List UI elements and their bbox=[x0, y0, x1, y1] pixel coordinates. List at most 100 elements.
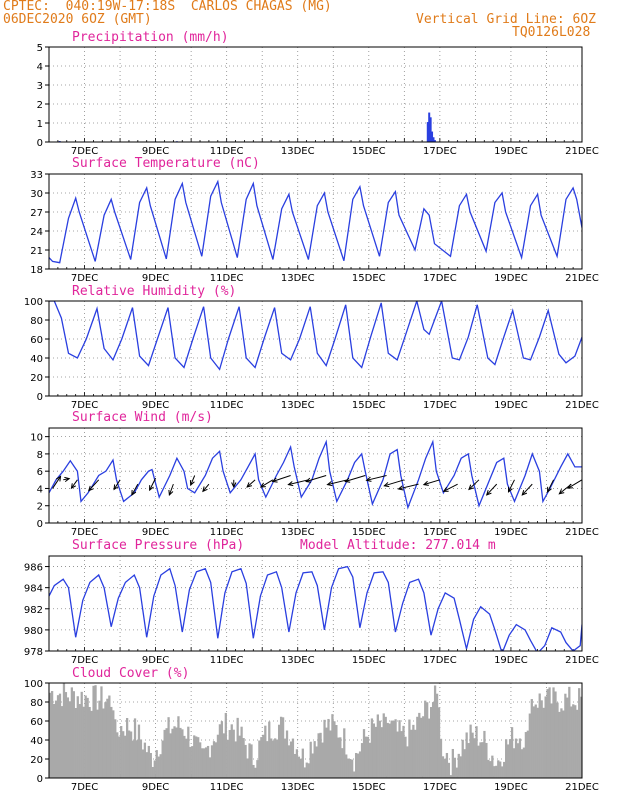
wind-arrow-head bbox=[131, 489, 137, 496]
cloud-bar bbox=[493, 766, 496, 778]
cloud-bar bbox=[189, 746, 192, 778]
x-tick-label: 11DEC bbox=[210, 527, 244, 538]
cloud-bar bbox=[538, 693, 541, 778]
cloud-bar bbox=[277, 724, 281, 778]
cloud-bar bbox=[147, 745, 150, 778]
x-tick-label: 15DEC bbox=[352, 146, 386, 157]
cloud-bar bbox=[246, 758, 249, 778]
cloud-bar bbox=[497, 760, 500, 778]
cloud-bar bbox=[125, 718, 129, 778]
cloud-bar bbox=[576, 709, 579, 778]
cloud-bar bbox=[475, 726, 478, 778]
cloud-bar bbox=[303, 767, 306, 778]
cloud-bar bbox=[556, 702, 559, 778]
cloud-bar bbox=[481, 742, 484, 778]
wind-arrow bbox=[486, 483, 498, 496]
cloud-bar bbox=[264, 725, 267, 778]
wind-arrow-head bbox=[485, 490, 492, 496]
cloud-bar bbox=[376, 714, 379, 778]
cloud-bar bbox=[506, 744, 510, 778]
wind-arrow-head bbox=[442, 487, 449, 492]
y-tick-label: 100 bbox=[24, 679, 43, 690]
cloud-bar bbox=[224, 712, 227, 778]
cloud-bar bbox=[309, 741, 312, 778]
cloud-bar bbox=[287, 745, 291, 778]
cloud-bar bbox=[426, 702, 429, 778]
cloud-bar bbox=[354, 752, 358, 778]
cloud-bar bbox=[173, 726, 176, 778]
x-tick-label: 7DEC bbox=[71, 400, 98, 411]
cloud-bar bbox=[420, 717, 423, 778]
cloud-bar bbox=[258, 740, 261, 778]
wind-arrow bbox=[168, 483, 174, 496]
wind-arrow bbox=[190, 475, 196, 486]
y-tick-label: 4 bbox=[37, 484, 43, 495]
y-tick-label: 982 bbox=[24, 605, 43, 616]
cloud-bar bbox=[96, 709, 99, 778]
cloud-bar bbox=[404, 736, 407, 778]
cloud-bar bbox=[437, 707, 441, 778]
wind-arrow-head bbox=[344, 477, 351, 483]
panel-title: Surface Wind (m/s) bbox=[72, 410, 213, 425]
cloud-bar bbox=[242, 738, 245, 778]
cloud-bar bbox=[262, 734, 265, 778]
x-tick-label: 17DEC bbox=[423, 273, 457, 284]
header-station-line: CPTEC: 040:19W-17:18S CARLOS CHAGAS (MG) bbox=[3, 0, 332, 14]
cloud-bar bbox=[429, 707, 433, 778]
cloud-bar bbox=[208, 757, 212, 778]
cloud-bar bbox=[206, 745, 210, 778]
x-tick-label: 15DEC bbox=[352, 400, 386, 411]
wind-arrow-head bbox=[567, 483, 574, 489]
cloud-bar bbox=[216, 734, 220, 778]
wind-arrow bbox=[272, 475, 291, 482]
cloud-bar bbox=[76, 696, 79, 778]
y-tick-label: 27 bbox=[30, 208, 43, 219]
wind-arrow-head bbox=[55, 475, 62, 482]
wind-arrow-head bbox=[365, 476, 372, 482]
y-tick-label: 1 bbox=[37, 119, 43, 130]
x-tick-label: 17DEC bbox=[423, 146, 457, 157]
y-tick-label: 0 bbox=[37, 519, 43, 530]
cloud-bar bbox=[351, 759, 354, 778]
wind-arrow-head bbox=[168, 489, 174, 497]
cloud-bar bbox=[499, 761, 502, 778]
cloud-bar bbox=[88, 707, 91, 778]
cloud-bar bbox=[467, 743, 470, 778]
cloud-bar bbox=[214, 742, 218, 778]
cloud-bar bbox=[228, 730, 231, 778]
wind-arrow bbox=[443, 483, 458, 492]
cloud-bar bbox=[66, 697, 70, 778]
cloud-bar bbox=[212, 741, 216, 778]
cloud-bar bbox=[433, 685, 437, 778]
cloud-bar bbox=[370, 718, 374, 778]
cloud-bar bbox=[455, 767, 458, 778]
cloud-bar bbox=[98, 700, 101, 778]
x-tick-label: 11DEC bbox=[210, 273, 244, 284]
cloud-bar bbox=[353, 771, 356, 778]
wind-arrow bbox=[113, 479, 121, 490]
cloud-bar bbox=[424, 700, 427, 778]
y-tick-label: 2 bbox=[37, 502, 43, 513]
x-tick-label: 21DEC bbox=[565, 527, 599, 538]
panel-frame bbox=[48, 46, 583, 143]
x-tick-label: 19DEC bbox=[494, 400, 528, 411]
wind-arrow-head bbox=[507, 486, 513, 493]
cloud-bar bbox=[378, 720, 381, 778]
y-tick-label: 6 bbox=[37, 467, 43, 478]
wind-arrow-head bbox=[246, 482, 253, 488]
wind-arrow-head bbox=[189, 480, 195, 487]
panel-frame bbox=[48, 300, 583, 397]
cloud-bar bbox=[568, 686, 571, 778]
cloud-bar bbox=[471, 732, 474, 778]
cloud-bar bbox=[252, 764, 255, 778]
x-tick-label: 7DEC bbox=[71, 527, 98, 538]
wind-arrow bbox=[366, 475, 387, 481]
cloud-bar bbox=[149, 752, 152, 778]
cloud-bar bbox=[191, 746, 194, 778]
cloud-bar bbox=[562, 710, 565, 778]
cloud-bar bbox=[459, 756, 462, 778]
x-tick-label: 13DEC bbox=[281, 527, 315, 538]
cloud-bar bbox=[285, 730, 289, 778]
x-tick-label: 17DEC bbox=[423, 400, 457, 411]
